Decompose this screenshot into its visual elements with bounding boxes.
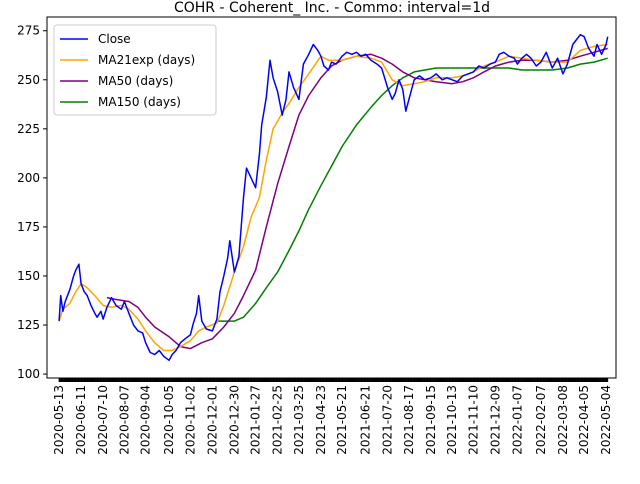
x-tick-label: 2021-07-20 (381, 385, 395, 455)
x-tick-label: 2021-12-09 (488, 385, 502, 455)
x-tick-label: 2021-10-13 (445, 385, 459, 455)
x-tick-label: 2020-12-01 (205, 385, 219, 455)
x-tick-label: 2021-05-21 (335, 385, 349, 455)
y-tick-label: 150 (17, 269, 40, 283)
x-tick-label: 2020-07-10 (96, 385, 110, 455)
legend-box (53, 24, 217, 116)
y-tick-label: 225 (17, 122, 40, 136)
x-tick-label: 2020-08-07 (117, 385, 131, 455)
x-tick-label: 2022-01-07 (510, 385, 524, 455)
legend-label: MA150 (days) (98, 95, 181, 109)
lines-layer (58, 33, 609, 362)
y-tick-label: 175 (17, 220, 40, 234)
series-line-ma150-days (216, 57, 608, 322)
y-tick-label: 250 (17, 73, 40, 87)
legend: Close MA21exp (days) MA50 (days) MA150 (day… (53, 24, 217, 116)
x-tick-label: 2021-08-17 (402, 385, 416, 455)
x-tick-label: 2022-04-05 (577, 385, 591, 455)
x-tick-label: 2021-02-25 (271, 385, 285, 455)
ticks-layer: 100 125 150 175 200 225 250 275 2020-05-13 2020-0… (17, 24, 613, 455)
legend-label: MA21exp (days) (98, 53, 195, 67)
x-tick-label: 2020-05-13 (52, 385, 66, 455)
series-line-close (58, 33, 609, 362)
y-tick-label: 125 (17, 318, 40, 332)
y-tick-label: 200 (17, 171, 40, 185)
legend-label: MA50 (days) (98, 74, 173, 88)
x-tick-label: 2021-09-15 (424, 385, 438, 455)
x-tick-label: 2020-11-02 (183, 385, 197, 455)
legend-label: Close (98, 32, 131, 46)
x-tick-label: 2020-12-30 (227, 385, 241, 455)
chart-title: COHR - Coherent_ Inc. - Commo: interval=… (174, 0, 490, 16)
x-tick-label: 2021-01-27 (249, 385, 263, 455)
y-tick-label: 100 (17, 367, 40, 381)
x-tick-label: 2021-03-25 (292, 385, 306, 455)
x-tick-label: 2021-04-23 (314, 385, 328, 455)
x-tick-label: 2022-05-04 (599, 385, 613, 455)
y-tick-label: 275 (17, 24, 40, 38)
x-tick-label: 2022-02-07 (534, 385, 548, 455)
x-tick-label: 2020-06-11 (74, 385, 88, 455)
x-tick-label: 2022-03-08 (556, 385, 570, 455)
x-tick-label: 2020-10-05 (162, 385, 176, 455)
x-tick-label: 2021-06-21 (359, 385, 373, 455)
plot-frame (46, 16, 617, 379)
x-tick-label: 2020-09-04 (139, 385, 153, 455)
x-tick-label: 2021-11-10 (466, 385, 480, 455)
